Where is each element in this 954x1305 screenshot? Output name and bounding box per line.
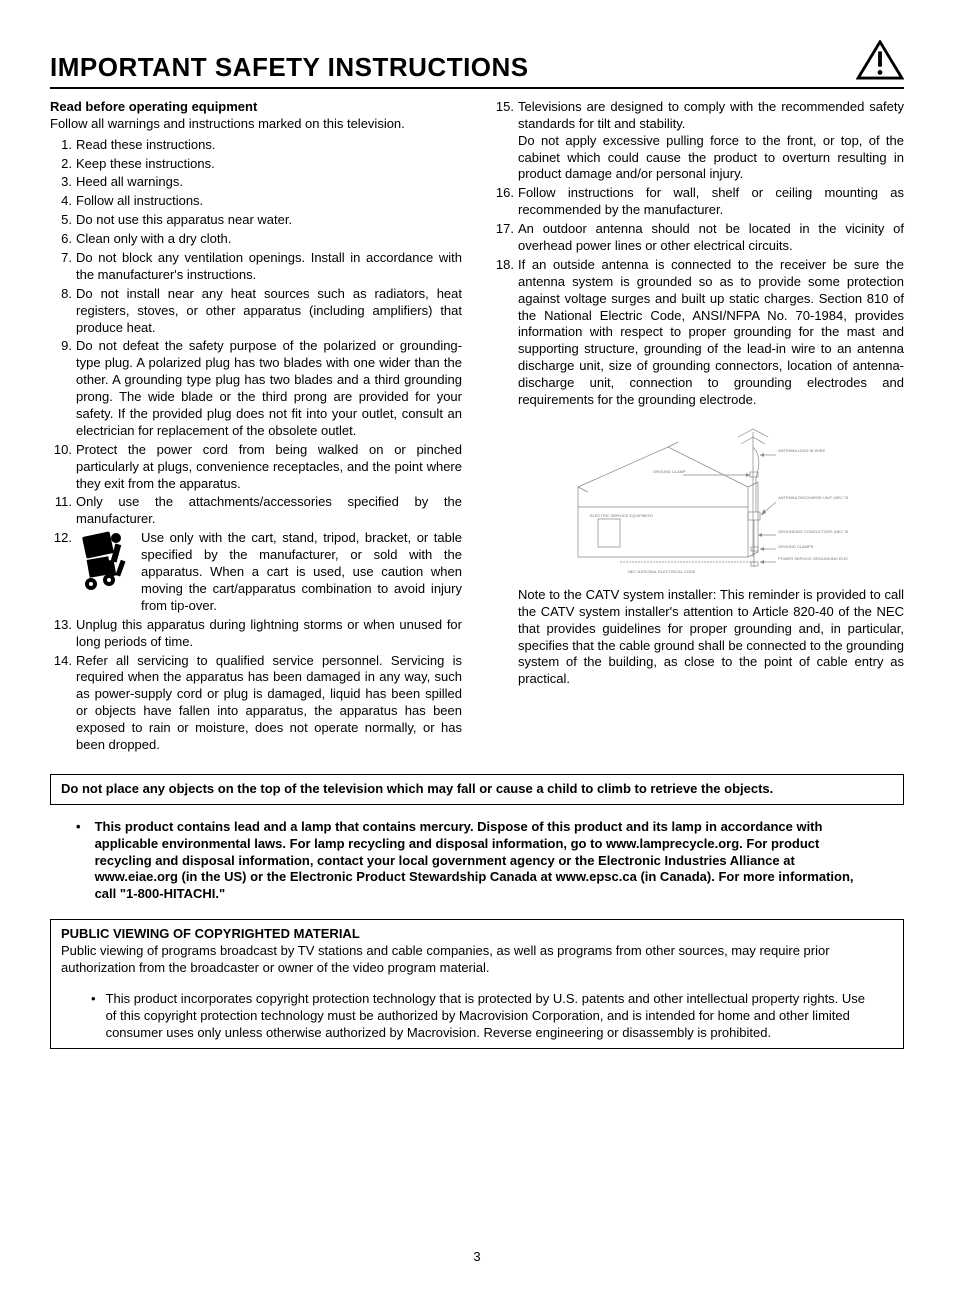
mercury-section: • This product contains lead and a lamp … [50, 819, 904, 903]
catv-note: Note to the CATV system installer: This … [492, 587, 904, 688]
mercury-text: This product contains lead and a lamp th… [95, 819, 878, 903]
list-item: An outdoor antenna should not be located… [492, 221, 904, 255]
list-item: If an outside antenna is connected to th… [492, 257, 904, 409]
content-columns: Read before operating equipment Follow a… [50, 99, 904, 756]
copyright-text: This product incorporates copyright prot… [106, 991, 873, 1042]
right-list: Televisions are designed to comply with … [492, 99, 904, 409]
cart-tipover-icon [76, 530, 131, 614]
warning-box: Do not place any objects on the top of t… [50, 774, 904, 805]
right-column: Televisions are designed to comply with … [492, 99, 904, 756]
bullet-dot: • [91, 991, 96, 1042]
list-item: Protect the power cord from being walked… [50, 442, 462, 493]
list-item: Do not block any ventilation openings. I… [50, 250, 462, 284]
bullet-dot: • [76, 819, 81, 903]
page-title: IMPORTANT SAFETY INSTRUCTIONS [50, 51, 529, 85]
antenna-grounding-diagram: ANTENNA LEAD IN WIRE GROUND CLAMP ANTENN… [492, 417, 904, 577]
page-number: 3 [50, 1249, 904, 1266]
warning-icon [856, 40, 904, 85]
list-item: Do not install near any heat sources suc… [50, 286, 462, 337]
diag-label: NEC NATIONAL ELECTRICAL CODE [628, 569, 696, 574]
list-item: Do not use this apparatus near water. [50, 212, 462, 229]
list-item: Clean only with a dry cloth. [50, 231, 462, 248]
list-item: Only use the attachments/accessories spe… [50, 494, 462, 528]
header: IMPORTANT SAFETY INSTRUCTIONS [50, 40, 904, 89]
list-item: Follow all instructions. [50, 193, 462, 210]
list-item: Unplug this apparatus during lightning s… [50, 617, 462, 651]
diag-label: GROUNDING CONDUCTORS (NEC SECTION 810-21… [778, 529, 848, 534]
left-column: Read before operating equipment Follow a… [50, 99, 462, 756]
diag-label: POWER SERVICE GROUNDING ELECTRODE SYSTEM… [778, 556, 848, 561]
list-item: Keep these instructions. [50, 156, 462, 173]
list-item: Refer all servicing to qualified service… [50, 653, 462, 754]
list-item: Read these instructions. [50, 137, 462, 154]
intro-bold: Read before operating equipment [50, 99, 257, 114]
public-viewing-box: PUBLIC VIEWING OF COPYRIGHTED MATERIAL P… [50, 919, 904, 1048]
diag-label: GROUND CLAMPS [778, 544, 814, 549]
diag-label: ELECTRIC SERVICE EQUIPMENT [590, 513, 654, 518]
public-text: Public viewing of programs broadcast by … [61, 943, 893, 977]
item12-text: Use only with the cart, stand, tripod, b… [141, 530, 462, 614]
list-item: Televisions are designed to comply with … [492, 99, 904, 183]
list-item: Do not defeat the safety purpose of the … [50, 338, 462, 439]
left-list: Read these instructions. Keep these inst… [50, 137, 462, 754]
list-item: Follow instructions for wall, shelf or c… [492, 185, 904, 219]
list-item-12: Use only with the cart, stand, tripod, b… [50, 530, 462, 614]
diag-label: GROUND CLAMP [653, 469, 686, 474]
intro-text: Follow all warnings and instructions mar… [50, 116, 462, 133]
list-item: Heed all warnings. [50, 174, 462, 191]
diag-label: ANTENNA LEAD IN WIRE [778, 448, 825, 453]
copyright-bullet-row: • This product incorporates copyright pr… [61, 991, 893, 1042]
public-title: PUBLIC VIEWING OF COPYRIGHTED MATERIAL [61, 926, 893, 943]
diag-label: ANTENNA DISCHARGE UNIT (NEC SECTION 810-… [778, 495, 848, 500]
